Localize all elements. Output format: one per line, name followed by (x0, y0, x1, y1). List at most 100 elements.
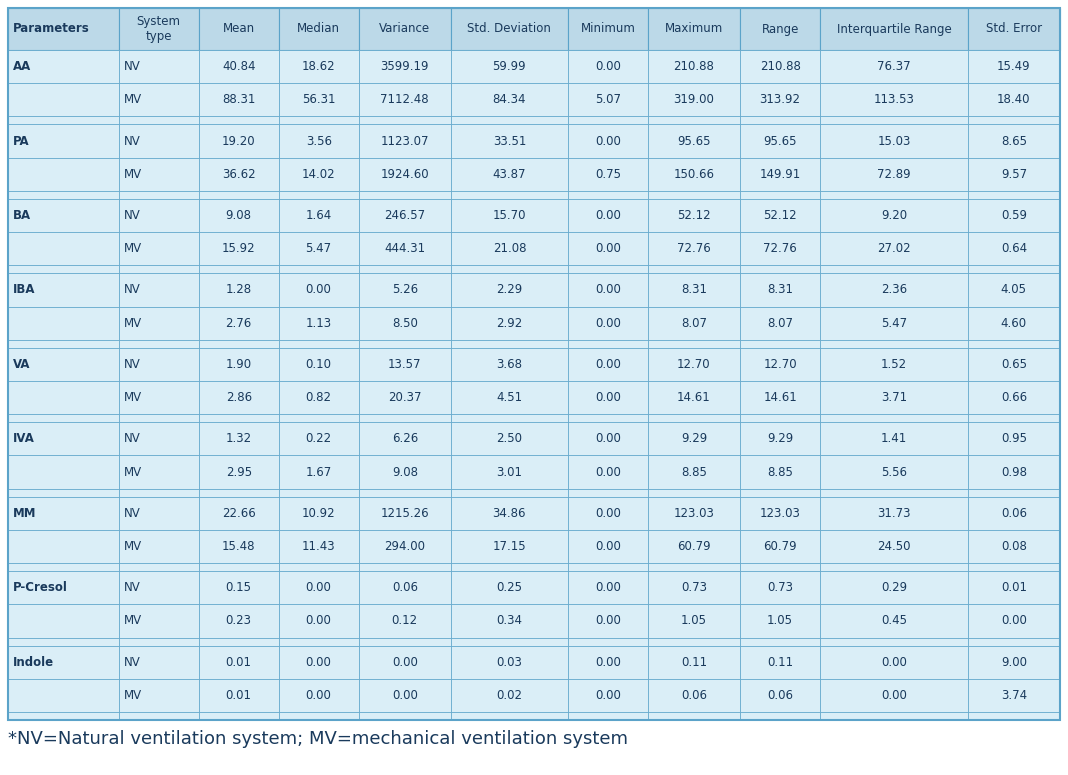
Bar (568, 414, 648, 422)
Bar (199, 646, 279, 679)
Bar (820, 497, 968, 530)
Text: 18.40: 18.40 (998, 93, 1031, 106)
Text: 1.90: 1.90 (225, 358, 252, 371)
Bar (740, 50, 820, 83)
Bar (199, 307, 279, 339)
Text: 4.51: 4.51 (497, 391, 522, 404)
Text: 52.12: 52.12 (677, 209, 711, 222)
Text: 4.60: 4.60 (1001, 317, 1027, 329)
Bar (279, 274, 359, 307)
Text: 0.00: 0.00 (392, 656, 418, 669)
Bar (359, 348, 451, 381)
Text: 15.70: 15.70 (492, 209, 527, 222)
Text: 8.65: 8.65 (1001, 135, 1026, 147)
Text: 60.79: 60.79 (677, 540, 711, 553)
Bar (968, 50, 1061, 83)
Bar (740, 199, 820, 232)
Bar (568, 638, 648, 646)
Text: 1.13: 1.13 (305, 317, 332, 329)
Bar (7, 563, 119, 571)
Bar (968, 530, 1061, 563)
Text: 8.31: 8.31 (767, 284, 794, 297)
Text: 0.00: 0.00 (595, 135, 621, 147)
Text: 9.20: 9.20 (881, 209, 907, 222)
Bar (119, 489, 199, 497)
Bar (199, 638, 279, 646)
Text: Variance: Variance (379, 22, 430, 36)
Text: 294.00: 294.00 (384, 540, 425, 553)
Bar (279, 422, 359, 456)
Bar (648, 638, 740, 646)
Bar (119, 339, 199, 348)
Bar (968, 422, 1061, 456)
Text: 8.50: 8.50 (392, 317, 418, 329)
Text: MV: MV (124, 243, 142, 255)
Bar (7, 125, 119, 157)
Text: 2.50: 2.50 (497, 432, 522, 446)
Text: 5.56: 5.56 (881, 466, 907, 478)
Text: 2.92: 2.92 (497, 317, 522, 329)
Text: 0.08: 0.08 (1001, 540, 1026, 553)
Bar (451, 563, 568, 571)
Text: 59.99: 59.99 (492, 60, 527, 73)
Text: 12.70: 12.70 (677, 358, 711, 371)
Text: 1.28: 1.28 (225, 284, 252, 297)
Text: 5.07: 5.07 (595, 93, 621, 106)
Bar (451, 489, 568, 497)
Text: 149.91: 149.91 (759, 167, 801, 181)
Bar (451, 456, 568, 489)
Text: 246.57: 246.57 (384, 209, 425, 222)
Bar (648, 157, 740, 191)
Bar (820, 157, 968, 191)
Bar (740, 563, 820, 571)
Bar (7, 414, 119, 422)
Text: 0.02: 0.02 (497, 689, 522, 702)
Text: 0.45: 0.45 (881, 615, 907, 628)
Bar (740, 381, 820, 414)
Bar (451, 679, 568, 712)
Bar (451, 646, 568, 679)
Bar (279, 307, 359, 339)
Text: Median: Median (297, 22, 341, 36)
Bar (279, 83, 359, 116)
Text: 11.43: 11.43 (302, 540, 335, 553)
Text: 0.98: 0.98 (1001, 466, 1026, 478)
Bar (820, 571, 968, 604)
Bar (820, 125, 968, 157)
Text: 0.00: 0.00 (595, 581, 621, 594)
Bar (451, 83, 568, 116)
Bar (740, 571, 820, 604)
Text: 0.75: 0.75 (595, 167, 621, 181)
Text: 0.06: 0.06 (392, 581, 418, 594)
Bar (279, 125, 359, 157)
Bar (568, 307, 648, 339)
Bar (199, 422, 279, 456)
Bar (359, 646, 451, 679)
Bar (359, 307, 451, 339)
Bar (119, 50, 199, 83)
Bar (968, 307, 1061, 339)
Text: Maximum: Maximum (664, 22, 723, 36)
Bar (648, 422, 740, 456)
Bar (119, 456, 199, 489)
Bar (648, 646, 740, 679)
Bar (451, 712, 568, 720)
Text: 13.57: 13.57 (388, 358, 422, 371)
Bar (820, 422, 968, 456)
Text: Range: Range (761, 22, 799, 36)
Bar (199, 339, 279, 348)
Bar (648, 497, 740, 530)
Bar (648, 339, 740, 348)
Bar (359, 422, 451, 456)
Bar (119, 191, 199, 199)
Bar (820, 191, 968, 199)
Text: 15.48: 15.48 (222, 540, 255, 553)
Bar (568, 563, 648, 571)
Bar (359, 604, 451, 638)
Bar (820, 116, 968, 125)
Text: 0.00: 0.00 (305, 689, 332, 702)
Bar (820, 50, 968, 83)
Text: Interquartile Range: Interquartile Range (836, 22, 952, 36)
Text: 95.65: 95.65 (764, 135, 797, 147)
Bar (359, 497, 451, 530)
